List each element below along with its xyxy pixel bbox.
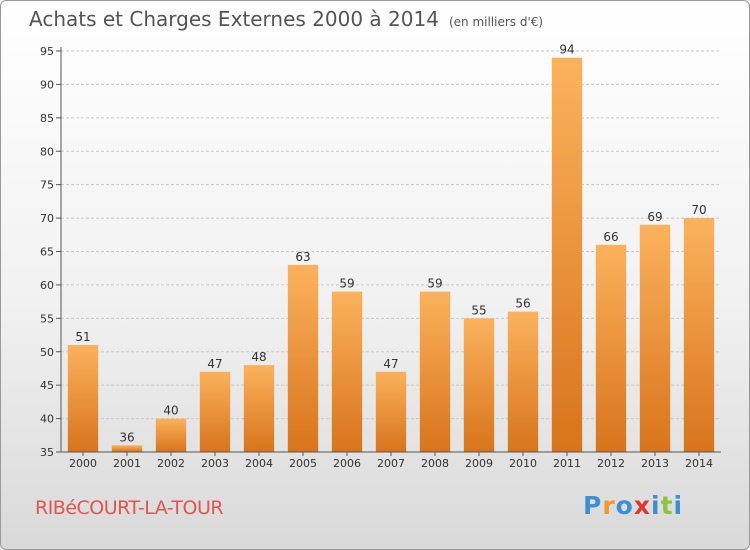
proxiti-logo: Proxiti bbox=[583, 491, 683, 520]
logo-letter: o bbox=[615, 491, 634, 520]
x-tick-label-2007: 2007 bbox=[377, 457, 405, 470]
data-label-2012: 66 bbox=[603, 230, 618, 244]
logo-letter: i bbox=[651, 491, 661, 520]
chart-title-text: Achats et Charges Externes 2000 à 2014 bbox=[29, 7, 439, 31]
x-tick-label-2006: 2006 bbox=[333, 457, 361, 470]
y-tick-label-65: 65 bbox=[40, 246, 54, 259]
data-label-2013: 69 bbox=[647, 210, 662, 224]
y-tick-label-85: 85 bbox=[40, 112, 54, 125]
bar-2011 bbox=[551, 57, 583, 452]
data-label-2003: 47 bbox=[207, 357, 222, 371]
logo-letter: i bbox=[673, 491, 684, 520]
x-tick-label-2011: 2011 bbox=[553, 457, 581, 470]
data-label-2011: 94 bbox=[559, 43, 574, 57]
bar-2005 bbox=[287, 264, 319, 452]
y-tick-label-45: 45 bbox=[40, 379, 54, 392]
logo-letter: r bbox=[602, 491, 616, 520]
data-label-2001: 36 bbox=[119, 430, 134, 444]
bar-2002 bbox=[155, 418, 187, 452]
logo-letter: t bbox=[660, 491, 674, 520]
logo-letter: x bbox=[633, 491, 651, 520]
data-label-2002: 40 bbox=[163, 404, 178, 418]
x-tick-label-2002: 2002 bbox=[157, 457, 185, 470]
y-tick-label-35: 35 bbox=[40, 446, 54, 459]
x-tick-label-2005: 2005 bbox=[289, 457, 317, 470]
city-name: RIBéCOURT-LA-TOUR bbox=[35, 497, 224, 519]
data-label-2004: 48 bbox=[251, 350, 266, 364]
y-tick-label-40: 40 bbox=[40, 413, 54, 426]
chart-title: Achats et Charges Externes 2000 à 2014 (e… bbox=[29, 7, 543, 31]
bar-2006 bbox=[331, 291, 363, 452]
bar-2014 bbox=[683, 218, 715, 452]
y-tick-label-55: 55 bbox=[40, 312, 54, 325]
bar-2009 bbox=[463, 318, 495, 452]
bar-2013 bbox=[639, 224, 671, 452]
x-tick-label-2010: 2010 bbox=[509, 457, 537, 470]
bar-2012 bbox=[595, 244, 627, 452]
x-tick-label-2012: 2012 bbox=[597, 457, 625, 470]
chart-unit: (en milliers d'€) bbox=[448, 15, 544, 29]
x-tick-label-2001: 2001 bbox=[113, 457, 141, 470]
x-tick-label-2000: 2000 bbox=[69, 457, 97, 470]
data-label-2006: 59 bbox=[339, 277, 354, 291]
x-tick-label-2004: 2004 bbox=[245, 457, 273, 470]
bar-2008 bbox=[419, 291, 451, 452]
x-tick-label-2008: 2008 bbox=[421, 457, 449, 470]
x-tick-label-2013: 2013 bbox=[641, 457, 669, 470]
data-label-2008: 59 bbox=[427, 277, 442, 291]
x-tick-label-2009: 2009 bbox=[465, 457, 493, 470]
data-label-2014: 70 bbox=[691, 203, 706, 217]
data-label-2009: 55 bbox=[471, 303, 486, 317]
logo-letter: P bbox=[583, 491, 603, 520]
bar-2007 bbox=[375, 371, 407, 452]
bar-2004 bbox=[243, 365, 275, 452]
data-label-2010: 56 bbox=[515, 297, 530, 311]
data-label-2007: 47 bbox=[383, 357, 398, 371]
y-tick-label-60: 60 bbox=[40, 279, 54, 292]
bar-2003 bbox=[199, 371, 231, 452]
y-tick-label-70: 70 bbox=[40, 212, 54, 225]
y-tick-label-95: 95 bbox=[40, 45, 54, 58]
data-label-2005: 63 bbox=[295, 250, 310, 264]
bar-2010 bbox=[507, 311, 539, 452]
data-label-2000: 51 bbox=[75, 330, 90, 344]
y-tick-label-90: 90 bbox=[40, 78, 54, 91]
y-tick-label-75: 75 bbox=[40, 179, 54, 192]
y-tick-label-80: 80 bbox=[40, 145, 54, 158]
bar-2001 bbox=[111, 445, 143, 452]
x-tick-label-2003: 2003 bbox=[201, 457, 229, 470]
bar-2000 bbox=[67, 345, 99, 452]
y-tick-label-50: 50 bbox=[40, 346, 54, 359]
x-tick-label-2014: 2014 bbox=[685, 457, 713, 470]
